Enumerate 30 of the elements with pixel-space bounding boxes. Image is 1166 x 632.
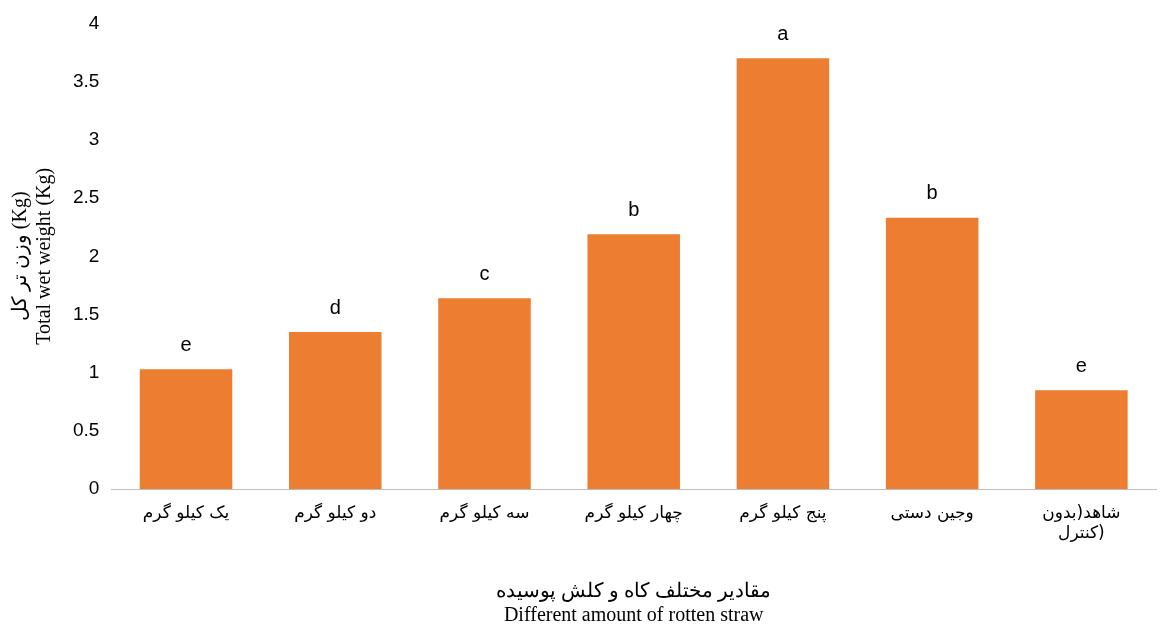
y-tick-label: 3 [88,128,100,150]
bar [1035,390,1128,490]
y-tick-label: 3.5 [72,69,100,91]
y-tick-label: 0.5 [72,419,100,441]
annotation: d [329,295,341,318]
y-tick-label: 0 [88,477,100,499]
bar [736,58,830,490]
annotation: e [180,332,192,355]
bar [587,234,680,490]
x-tick-label: چهار کیلو گرم [584,501,683,523]
x-tick-label: پنج کیلو گرم [739,501,827,523]
x-tick-label: سه کیلو گرم [439,501,530,522]
y-tick-label: 2 [88,244,100,266]
x-tick-label: دو کیلو گرم [294,501,377,522]
x-tick-label: یک کیلو گرم [142,501,230,522]
annotation: b [628,197,640,220]
annotation: e [1075,353,1087,376]
y-tick-label: 1 [88,360,100,382]
x-tick-label: وجین دستی [890,501,974,522]
bar [139,369,233,490]
y-tick-label: 4 [88,11,100,33]
bar [438,298,531,490]
y-tick-label: 1.5 [72,302,100,324]
annotation: c [479,261,490,284]
annotation: a [777,21,790,44]
bar [288,331,382,490]
bar [885,217,979,490]
annotation: b [926,181,938,204]
y-tick-label: 2.5 [72,186,100,208]
x-tick-label: شاهد(بدون کنترل) [1042,501,1121,543]
